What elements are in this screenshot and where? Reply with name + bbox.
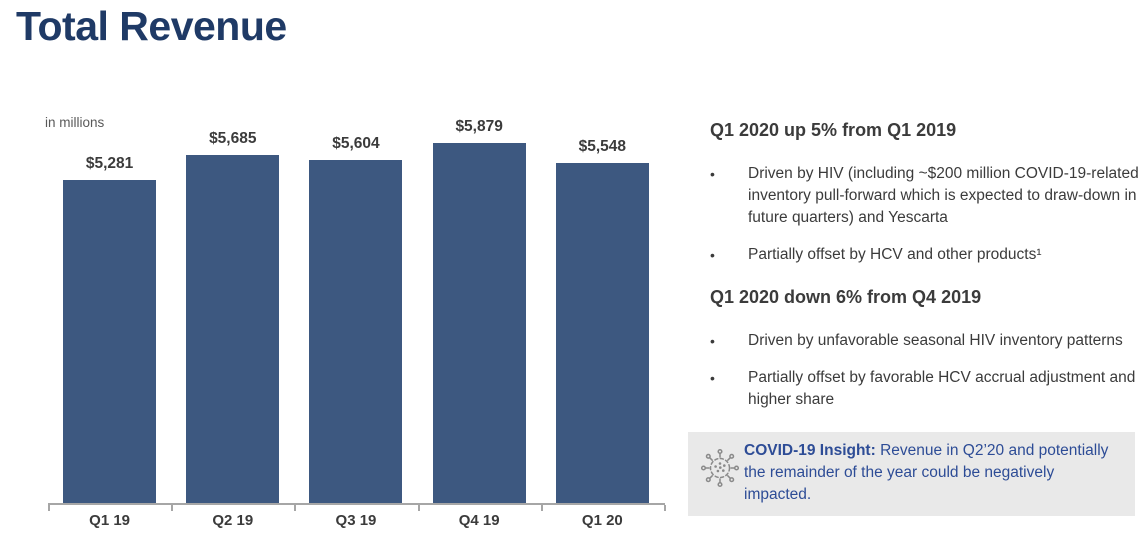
bar bbox=[63, 180, 157, 503]
insight-text: COVID-19 Insight: Revenue in Q2’20 and p… bbox=[744, 440, 1123, 506]
bar-value-label: $5,548 bbox=[578, 138, 627, 155]
revenue-bar-chart: $5,281 $5,685 $5,604 $5,879 $5,548 bbox=[48, 113, 664, 503]
x-axis-label: Q1 19 bbox=[89, 512, 131, 529]
bar bbox=[309, 160, 403, 503]
bullet-text: Partially offset by HCV and other produc… bbox=[748, 246, 1042, 263]
bar-column: $5,685 bbox=[171, 130, 294, 503]
section-heading: Q1 2020 down 6% from Q4 2019 bbox=[710, 287, 982, 307]
insight-body: Revenue in Q2’20 and potentially the rem… bbox=[744, 442, 1109, 503]
bullet-text: Partially offset by favorable HCV accrua… bbox=[748, 369, 1136, 408]
bullet-marker: • bbox=[710, 370, 715, 386]
bar-value-label: $5,685 bbox=[209, 130, 257, 147]
axis-tick bbox=[540, 505, 543, 511]
bullet-marker: • bbox=[710, 247, 715, 263]
x-axis-label: Q2 19 bbox=[212, 512, 254, 529]
axis-tick bbox=[417, 505, 420, 511]
bar-value-label: $5,281 bbox=[85, 155, 134, 172]
bar bbox=[186, 155, 280, 503]
bar bbox=[555, 163, 649, 503]
x-axis-label: Q3 19 bbox=[335, 512, 377, 529]
virus-icon bbox=[698, 440, 744, 506]
insight-label: COVID-19 Insight: bbox=[744, 442, 876, 459]
bar-column: $5,281 bbox=[48, 155, 171, 503]
bar-column: $5,879 bbox=[418, 118, 541, 503]
bullet-marker: • bbox=[710, 166, 715, 182]
x-axis-label: Q1 20 bbox=[581, 512, 623, 529]
commentary-panel: Q1 2020 up 5% from Q1 2019 • Driven by HIV… bbox=[710, 119, 1140, 426]
bullet-item: • Partially offset by favorable HCV accru… bbox=[710, 367, 1140, 411]
bullet-text: Driven by unfavorable seasonal HIV inven… bbox=[748, 332, 1123, 349]
bar-value-label: $5,879 bbox=[455, 118, 503, 135]
chart-units-label: in millions bbox=[45, 115, 105, 130]
bar-column: $5,604 bbox=[294, 135, 417, 503]
bullet-item: • Driven by HIV (including ~$200 million … bbox=[710, 163, 1140, 229]
bullet-text: Driven by HIV (including ~$200 million C… bbox=[748, 165, 1139, 226]
bullet-item: • Driven by unfavorable seasonal HIV inve… bbox=[710, 330, 1140, 352]
x-axis-label: Q4 19 bbox=[458, 512, 500, 529]
bar-value-label: $5,604 bbox=[332, 135, 380, 152]
bullet-item: • Partially offset by HCV and other produ… bbox=[710, 244, 1140, 266]
axis-tick bbox=[171, 505, 174, 511]
section-heading: Q1 2020 up 5% from Q1 2019 bbox=[710, 120, 957, 140]
axis-tick bbox=[294, 505, 297, 511]
bar bbox=[432, 143, 526, 503]
axis-tick bbox=[48, 505, 50, 511]
x-axis-line bbox=[48, 503, 666, 511]
x-axis-labels: Q1 19 Q2 19 Q3 19 Q4 19 Q1 20 bbox=[48, 512, 664, 529]
bar-column: $5,548 bbox=[541, 138, 664, 503]
page-title: Total Revenue bbox=[16, 3, 287, 49]
covid-insight-box: COVID-19 Insight: Revenue in Q2’20 and p… bbox=[688, 432, 1135, 516]
axis-tick bbox=[664, 505, 666, 511]
bullet-marker: • bbox=[710, 333, 715, 349]
